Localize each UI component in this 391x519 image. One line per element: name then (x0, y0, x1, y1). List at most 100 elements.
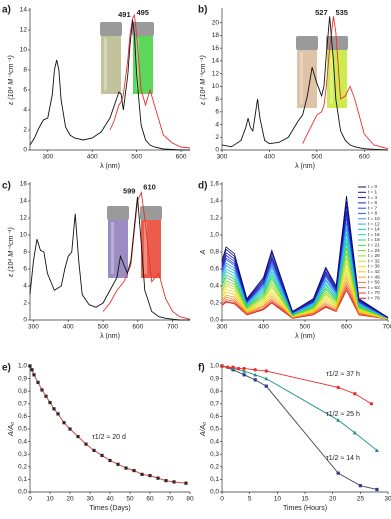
x-axis-label: Times (Hours) (283, 505, 327, 512)
y-tick-label: 0,2 (18, 464, 27, 471)
y-tick-label: 0,8 (210, 388, 219, 395)
annotation: τ1/2 ≈ 25 h (326, 411, 360, 418)
y-tick-label: 0 (23, 147, 27, 154)
legend-label: t = 0 (368, 184, 378, 189)
marker (62, 421, 66, 425)
y-tick-label: 0,0 (18, 489, 27, 496)
y-axis-label: ε (10⁴ M⁻¹cm⁻¹) (200, 55, 207, 105)
cuvette-photo (107, 206, 129, 278)
series-line (221, 228, 389, 319)
y-tick-label: 4 (215, 121, 219, 128)
marker (352, 430, 357, 435)
peak-label: 495 (136, 8, 149, 17)
y-tick-label: 0,1 (18, 476, 27, 483)
legend-label: t = 21 (368, 243, 380, 248)
legend-label: t = 10 (368, 216, 380, 221)
y-tick-label: 10 (20, 232, 28, 239)
y-axis-label: A/A₀ (8, 422, 15, 437)
y-tick-label: 2 (23, 127, 27, 134)
marker (28, 364, 32, 368)
series-line (221, 195, 389, 318)
cuvette-body (297, 50, 317, 108)
y-tick-label: 0,6 (18, 413, 27, 420)
marker (375, 487, 379, 492)
series-line (302, 16, 389, 150)
y-tick-label: 6 (23, 266, 27, 273)
marker (140, 472, 144, 476)
marker (92, 448, 96, 453)
x-tick-label: 15 (301, 496, 309, 503)
series-line (29, 196, 190, 321)
x-tick-label: 20 (329, 496, 337, 503)
y-tick-label: 20 (212, 19, 220, 26)
marker (48, 400, 52, 405)
cuvette-cap (107, 206, 129, 220)
series-line (221, 365, 378, 490)
panel-label: d) (198, 181, 207, 192)
series-line (221, 252, 389, 319)
series-line (221, 365, 372, 405)
series-line (221, 276, 389, 320)
marker (100, 453, 104, 458)
marker (36, 380, 40, 384)
x-tick-label: 70 (166, 496, 174, 503)
series-line (221, 365, 378, 451)
marker (358, 484, 362, 488)
series-line (221, 206, 389, 318)
x-tick-label: 10 (46, 496, 54, 503)
y-tick-label: 10 (20, 47, 28, 54)
y-axis-label: ε (10⁴ M⁻¹cm⁻¹) (8, 55, 15, 105)
marker (84, 442, 88, 446)
marker (242, 369, 247, 373)
cuvette-cap (132, 22, 154, 36)
x-tick-label: 600 (341, 324, 352, 331)
marker (264, 384, 268, 388)
legend-label: t = 70 (368, 290, 380, 295)
x-tick-label: 700 (383, 324, 391, 331)
x-tick-label: 300 (42, 154, 53, 161)
y-tick-label: 8 (23, 249, 27, 256)
x-axis-label: λ (nm) (100, 163, 120, 170)
marker (124, 466, 128, 470)
marker (225, 365, 230, 369)
peak-label: 610 (143, 182, 156, 191)
legend-label: t = 1 (368, 190, 378, 195)
y-tick-label: 0,5 (210, 426, 219, 433)
legend-label: t = 7 (368, 205, 378, 210)
legend-label: t = 28 (368, 253, 380, 258)
marker (253, 372, 258, 377)
marker (68, 427, 72, 431)
series-line (221, 289, 389, 320)
y-tick-label: 1,0 (210, 363, 219, 370)
x-tick-label: 600 (132, 324, 143, 331)
marker (264, 369, 268, 373)
legend-label: t = 8 (368, 211, 378, 216)
cuvette-cap (296, 36, 318, 50)
marker (336, 385, 340, 390)
legend-label: t = 14 (368, 227, 380, 232)
y-tick-label: 0 (23, 317, 27, 324)
marker (369, 402, 374, 406)
legend-label: t = 18 (368, 237, 380, 242)
marker (156, 476, 160, 480)
y-tick-label: 8 (215, 96, 219, 103)
cuvette-photo (296, 36, 318, 108)
x-tick-label: 25 (357, 496, 365, 503)
x-tick-label: 700 (167, 324, 178, 331)
y-axis-label: ε (10⁴ M⁻¹cm⁻¹) (8, 227, 15, 277)
cuvette-body (327, 50, 347, 108)
panel-label: e) (2, 363, 11, 374)
legend-label: t = 24 (368, 248, 380, 253)
y-tick-label: 4 (23, 283, 27, 290)
cuvette-glare (144, 222, 147, 274)
x-tick-label: 400 (264, 154, 275, 161)
y-tick-label: 6 (23, 87, 27, 94)
panel-label: a) (2, 5, 11, 16)
x-tick-label: 500 (131, 154, 142, 161)
marker (32, 373, 36, 377)
x-axis-label: Times (Days) (89, 505, 130, 512)
series-line (109, 13, 191, 149)
y-tick-label: 0,1 (210, 476, 219, 483)
x-tick-label: 500 (311, 154, 322, 161)
x-tick-label: 600 (176, 154, 187, 161)
